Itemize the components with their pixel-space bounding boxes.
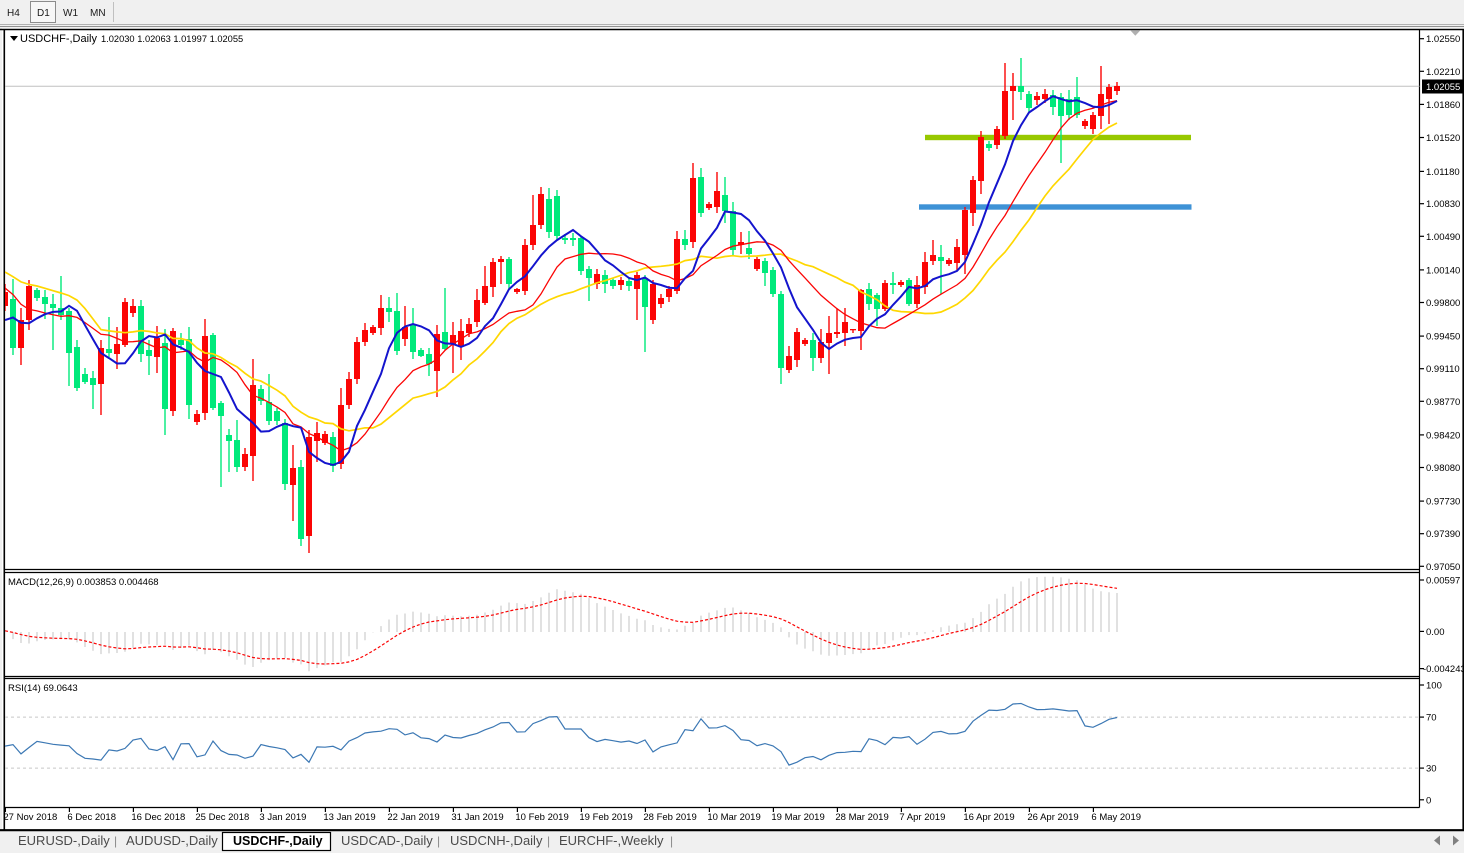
svg-text:0.99800: 0.99800: [1426, 298, 1460, 309]
svg-text:25 Dec 2018: 25 Dec 2018: [195, 812, 249, 823]
svg-text:USDCHF-,Daily: USDCHF-,Daily: [233, 834, 323, 848]
svg-text:|: |: [670, 834, 673, 848]
svg-text:1.00490: 1.00490: [1426, 232, 1460, 243]
svg-text:|: |: [547, 834, 550, 848]
svg-text:0.00597: 0.00597: [1426, 576, 1460, 587]
svg-text:16 Dec 2018: 16 Dec 2018: [131, 812, 185, 823]
svg-text:1.00830: 1.00830: [1426, 199, 1460, 210]
svg-text:6 May 2019: 6 May 2019: [1091, 812, 1141, 823]
svg-text:0.98770: 0.98770: [1426, 397, 1460, 408]
svg-text:30: 30: [1426, 764, 1437, 775]
svg-text:MN: MN: [90, 8, 106, 19]
svg-text:0.99110: 0.99110: [1426, 364, 1460, 375]
svg-text:1.01860: 1.01860: [1426, 100, 1460, 111]
svg-text:27 Nov 2018: 27 Nov 2018: [3, 812, 57, 823]
svg-text:|: |: [114, 834, 117, 848]
svg-text:0.98080: 0.98080: [1426, 463, 1460, 474]
svg-text:AUDUSD-,Daily: AUDUSD-,Daily: [126, 833, 218, 848]
svg-text:26 Apr 2019: 26 Apr 2019: [1027, 812, 1078, 823]
svg-text:0.97390: 0.97390: [1426, 529, 1460, 540]
svg-text:19 Mar 2019: 19 Mar 2019: [771, 812, 824, 823]
svg-text:19 Feb 2019: 19 Feb 2019: [579, 812, 632, 823]
svg-text:MACD(12,26,9) 0.003853 0.00446: MACD(12,26,9) 0.003853 0.004468: [8, 577, 159, 588]
svg-text:1.02030 1.02063 1.01997 1.0205: 1.02030 1.02063 1.01997 1.02055: [101, 34, 243, 44]
svg-text:10 Mar 2019: 10 Mar 2019: [707, 812, 760, 823]
svg-text:D1: D1: [37, 8, 50, 19]
svg-text:|: |: [437, 834, 440, 848]
svg-text:3 Jan 2019: 3 Jan 2019: [259, 812, 306, 823]
svg-text:1.02210: 1.02210: [1426, 67, 1460, 78]
svg-text:EURUSD-,Daily: EURUSD-,Daily: [18, 833, 110, 848]
svg-text:22 Jan 2019: 22 Jan 2019: [387, 812, 439, 823]
svg-text:1.02550: 1.02550: [1426, 34, 1460, 45]
svg-text:1.00140: 1.00140: [1426, 265, 1460, 276]
svg-text:0.00: 0.00: [1426, 627, 1445, 638]
svg-text:1.01180: 1.01180: [1426, 167, 1460, 178]
svg-text:7 Apr 2019: 7 Apr 2019: [899, 812, 945, 823]
svg-text:1.01520: 1.01520: [1426, 133, 1460, 144]
svg-text:USDCNH-,Daily: USDCNH-,Daily: [450, 833, 543, 848]
svg-text:0.97730: 0.97730: [1426, 497, 1460, 508]
svg-text:28 Feb 2019: 28 Feb 2019: [643, 812, 696, 823]
svg-text:100: 100: [1426, 681, 1442, 692]
svg-text:USDCAD-,Daily: USDCAD-,Daily: [341, 833, 433, 848]
svg-text:-0.004243: -0.004243: [1423, 664, 1464, 675]
svg-text:USDCHF-,Daily: USDCHF-,Daily: [20, 33, 98, 45]
svg-text:6 Dec 2018: 6 Dec 2018: [67, 812, 116, 823]
svg-text:13 Jan 2019: 13 Jan 2019: [323, 812, 375, 823]
svg-text:31 Jan 2019: 31 Jan 2019: [451, 812, 503, 823]
svg-text:70: 70: [1426, 713, 1437, 724]
svg-text:16 Apr 2019: 16 Apr 2019: [963, 812, 1014, 823]
svg-text:RSI(14) 69.0643: RSI(14) 69.0643: [8, 683, 78, 694]
svg-text:EURCHF-,Weekly: EURCHF-,Weekly: [559, 833, 664, 848]
svg-text:1.02055: 1.02055: [1426, 82, 1460, 93]
svg-text:H4: H4: [7, 8, 20, 19]
svg-text:0.99450: 0.99450: [1426, 332, 1460, 343]
svg-text:0.98420: 0.98420: [1426, 430, 1460, 441]
svg-text:0: 0: [1426, 795, 1431, 806]
svg-text:10 Feb 2019: 10 Feb 2019: [515, 812, 568, 823]
svg-text:W1: W1: [63, 8, 78, 19]
svg-text:0.97050: 0.97050: [1426, 562, 1460, 573]
svg-text:28 Mar 2019: 28 Mar 2019: [835, 812, 888, 823]
